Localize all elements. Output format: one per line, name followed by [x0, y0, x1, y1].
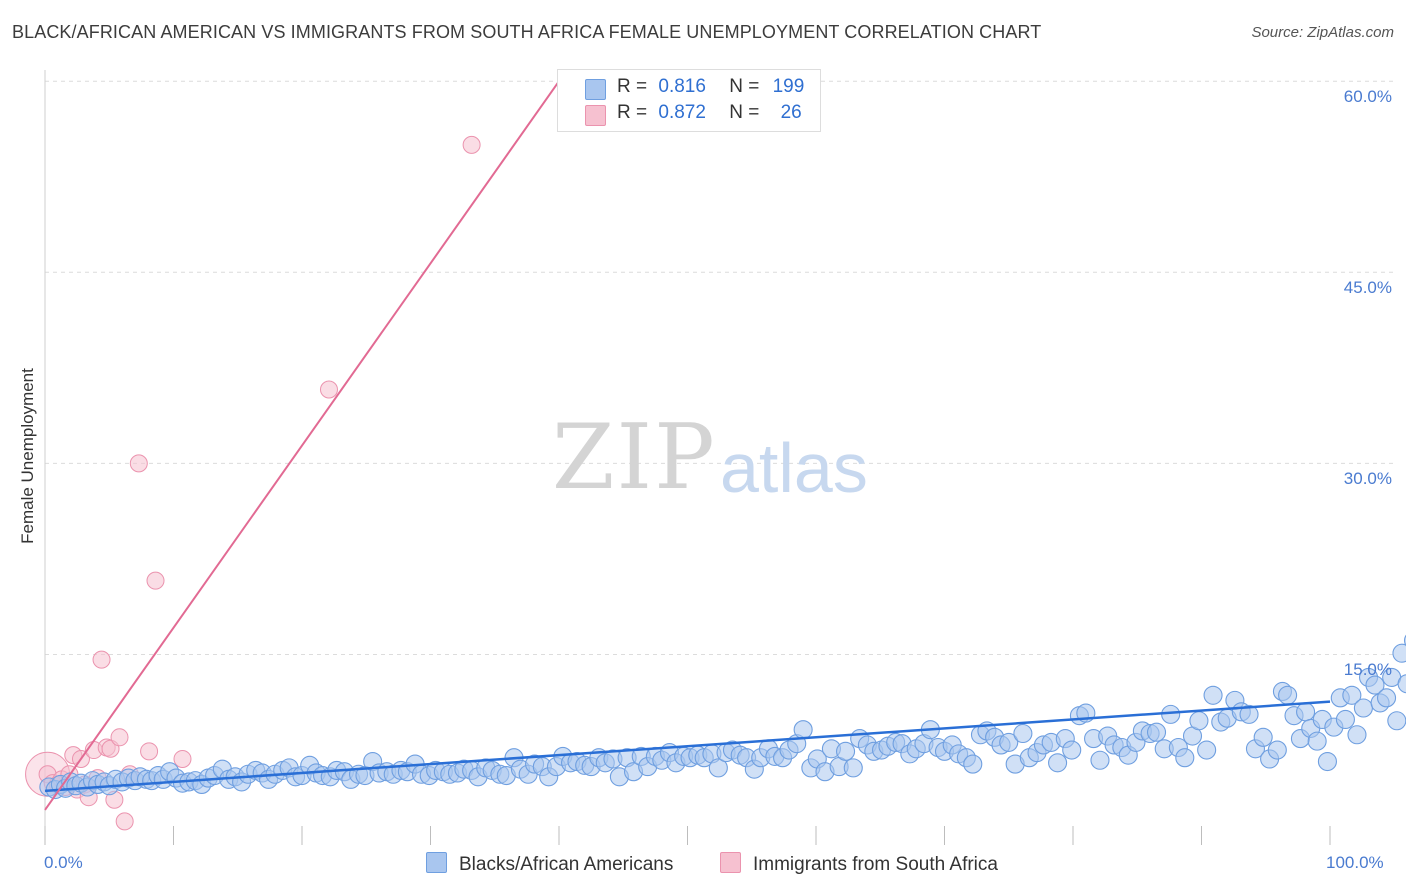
legend-n-value: 199 — [772, 76, 805, 97]
pink-point — [173, 749, 192, 768]
blue-point — [1342, 685, 1362, 705]
blue-point — [1203, 685, 1223, 705]
immigrants-south-africa-points — [25, 135, 481, 831]
blue-trend-line — [44, 700, 1331, 793]
blue-point — [1267, 740, 1287, 760]
blue-point — [1239, 704, 1259, 724]
bottom-legend-blue: Blacks/African Americans — [426, 852, 673, 876]
x-tick-label-100: 100.0% — [1326, 853, 1384, 872]
blacks-african-americans-points — [39, 634, 1406, 800]
pink-point — [140, 742, 159, 761]
legend-row-pink: R = 0.872 N = 26 — [617, 102, 802, 126]
pink-trend-line — [44, 80, 560, 811]
blue-point — [1376, 688, 1397, 708]
y-tick-label-45: 45.0% — [1343, 278, 1392, 297]
blue-point — [1397, 674, 1406, 694]
legend-r-label: R = — [617, 76, 648, 97]
watermark-atlas: atlas — [720, 429, 868, 507]
pink-point — [110, 728, 129, 747]
blue-point — [1146, 722, 1167, 742]
bottom-legend-label-blue: Blacks/African Americans — [459, 854, 674, 875]
legend-n-label: N = — [729, 76, 760, 97]
blue-point — [1048, 753, 1068, 773]
blue-point — [1296, 702, 1316, 722]
pink-point — [115, 812, 134, 831]
y-tick-label-30: 30.0% — [1343, 469, 1392, 488]
blue-point — [999, 732, 1019, 752]
blue-point — [843, 758, 863, 778]
chart-title: BLACK/AFRICAN AMERICAN VS IMMIGRANTS FRO… — [12, 22, 1042, 42]
pink-point — [462, 135, 481, 154]
blue-point — [708, 758, 728, 778]
legend-r-value: 0.872 — [658, 102, 706, 123]
blue-point — [836, 741, 856, 761]
legend-n-label: N = — [729, 102, 760, 123]
legend-swatch-pink — [585, 105, 606, 126]
blue-point — [1335, 709, 1355, 730]
blue-point — [1062, 740, 1082, 760]
blue-point — [1307, 731, 1327, 751]
legend-r-label: R = — [617, 102, 648, 123]
gridlines — [45, 80, 1393, 655]
y-tick-label-60: 60.0% — [1343, 87, 1392, 106]
blue-point — [1090, 750, 1110, 770]
blue-point — [1392, 643, 1406, 663]
blue-point — [1317, 751, 1337, 772]
y-axis-title: Female Unemployment — [18, 368, 37, 544]
pink-point — [319, 380, 338, 399]
blue-point — [1197, 740, 1217, 760]
blue-point — [1347, 725, 1367, 745]
bottom-legend-swatch-blue — [426, 852, 447, 873]
pink-point — [92, 650, 111, 669]
legend-n-value: 26 — [780, 102, 802, 123]
blue-point — [1013, 723, 1033, 744]
legend-row-blue: R = 0.816 N = 199 — [617, 76, 804, 100]
blue-point — [1175, 748, 1195, 768]
blue-point — [963, 754, 983, 774]
legend-swatch-blue — [585, 79, 606, 100]
blue-point — [1353, 698, 1373, 718]
pink-point — [146, 571, 165, 590]
blue-point — [1189, 711, 1209, 731]
correlation-legend: R = 0.816 N = 199 R = 0.872 N = 26 — [557, 69, 821, 132]
bottom-legend-pink: Immigrants from South Africa — [720, 852, 998, 876]
pink-point — [129, 454, 148, 473]
axes — [44, 70, 1331, 845]
bottom-legend-swatch-pink — [720, 852, 741, 873]
blue-point — [1278, 685, 1298, 705]
blue-point — [1387, 711, 1406, 731]
source-label: Source: ZipAtlas.com — [1251, 24, 1394, 41]
watermark-zip: ZIP — [552, 405, 717, 510]
trend-lines — [44, 80, 1331, 811]
blue-point — [793, 720, 813, 740]
blue-point — [1365, 675, 1385, 695]
x-tick-label-0: 0.0% — [44, 853, 83, 872]
blue-point — [1253, 727, 1273, 747]
bottom-legend-label-pink: Immigrants from South Africa — [753, 854, 998, 875]
y-tick-label-15: 15.0% — [1343, 660, 1392, 679]
legend-r-value: 0.816 — [658, 76, 706, 97]
